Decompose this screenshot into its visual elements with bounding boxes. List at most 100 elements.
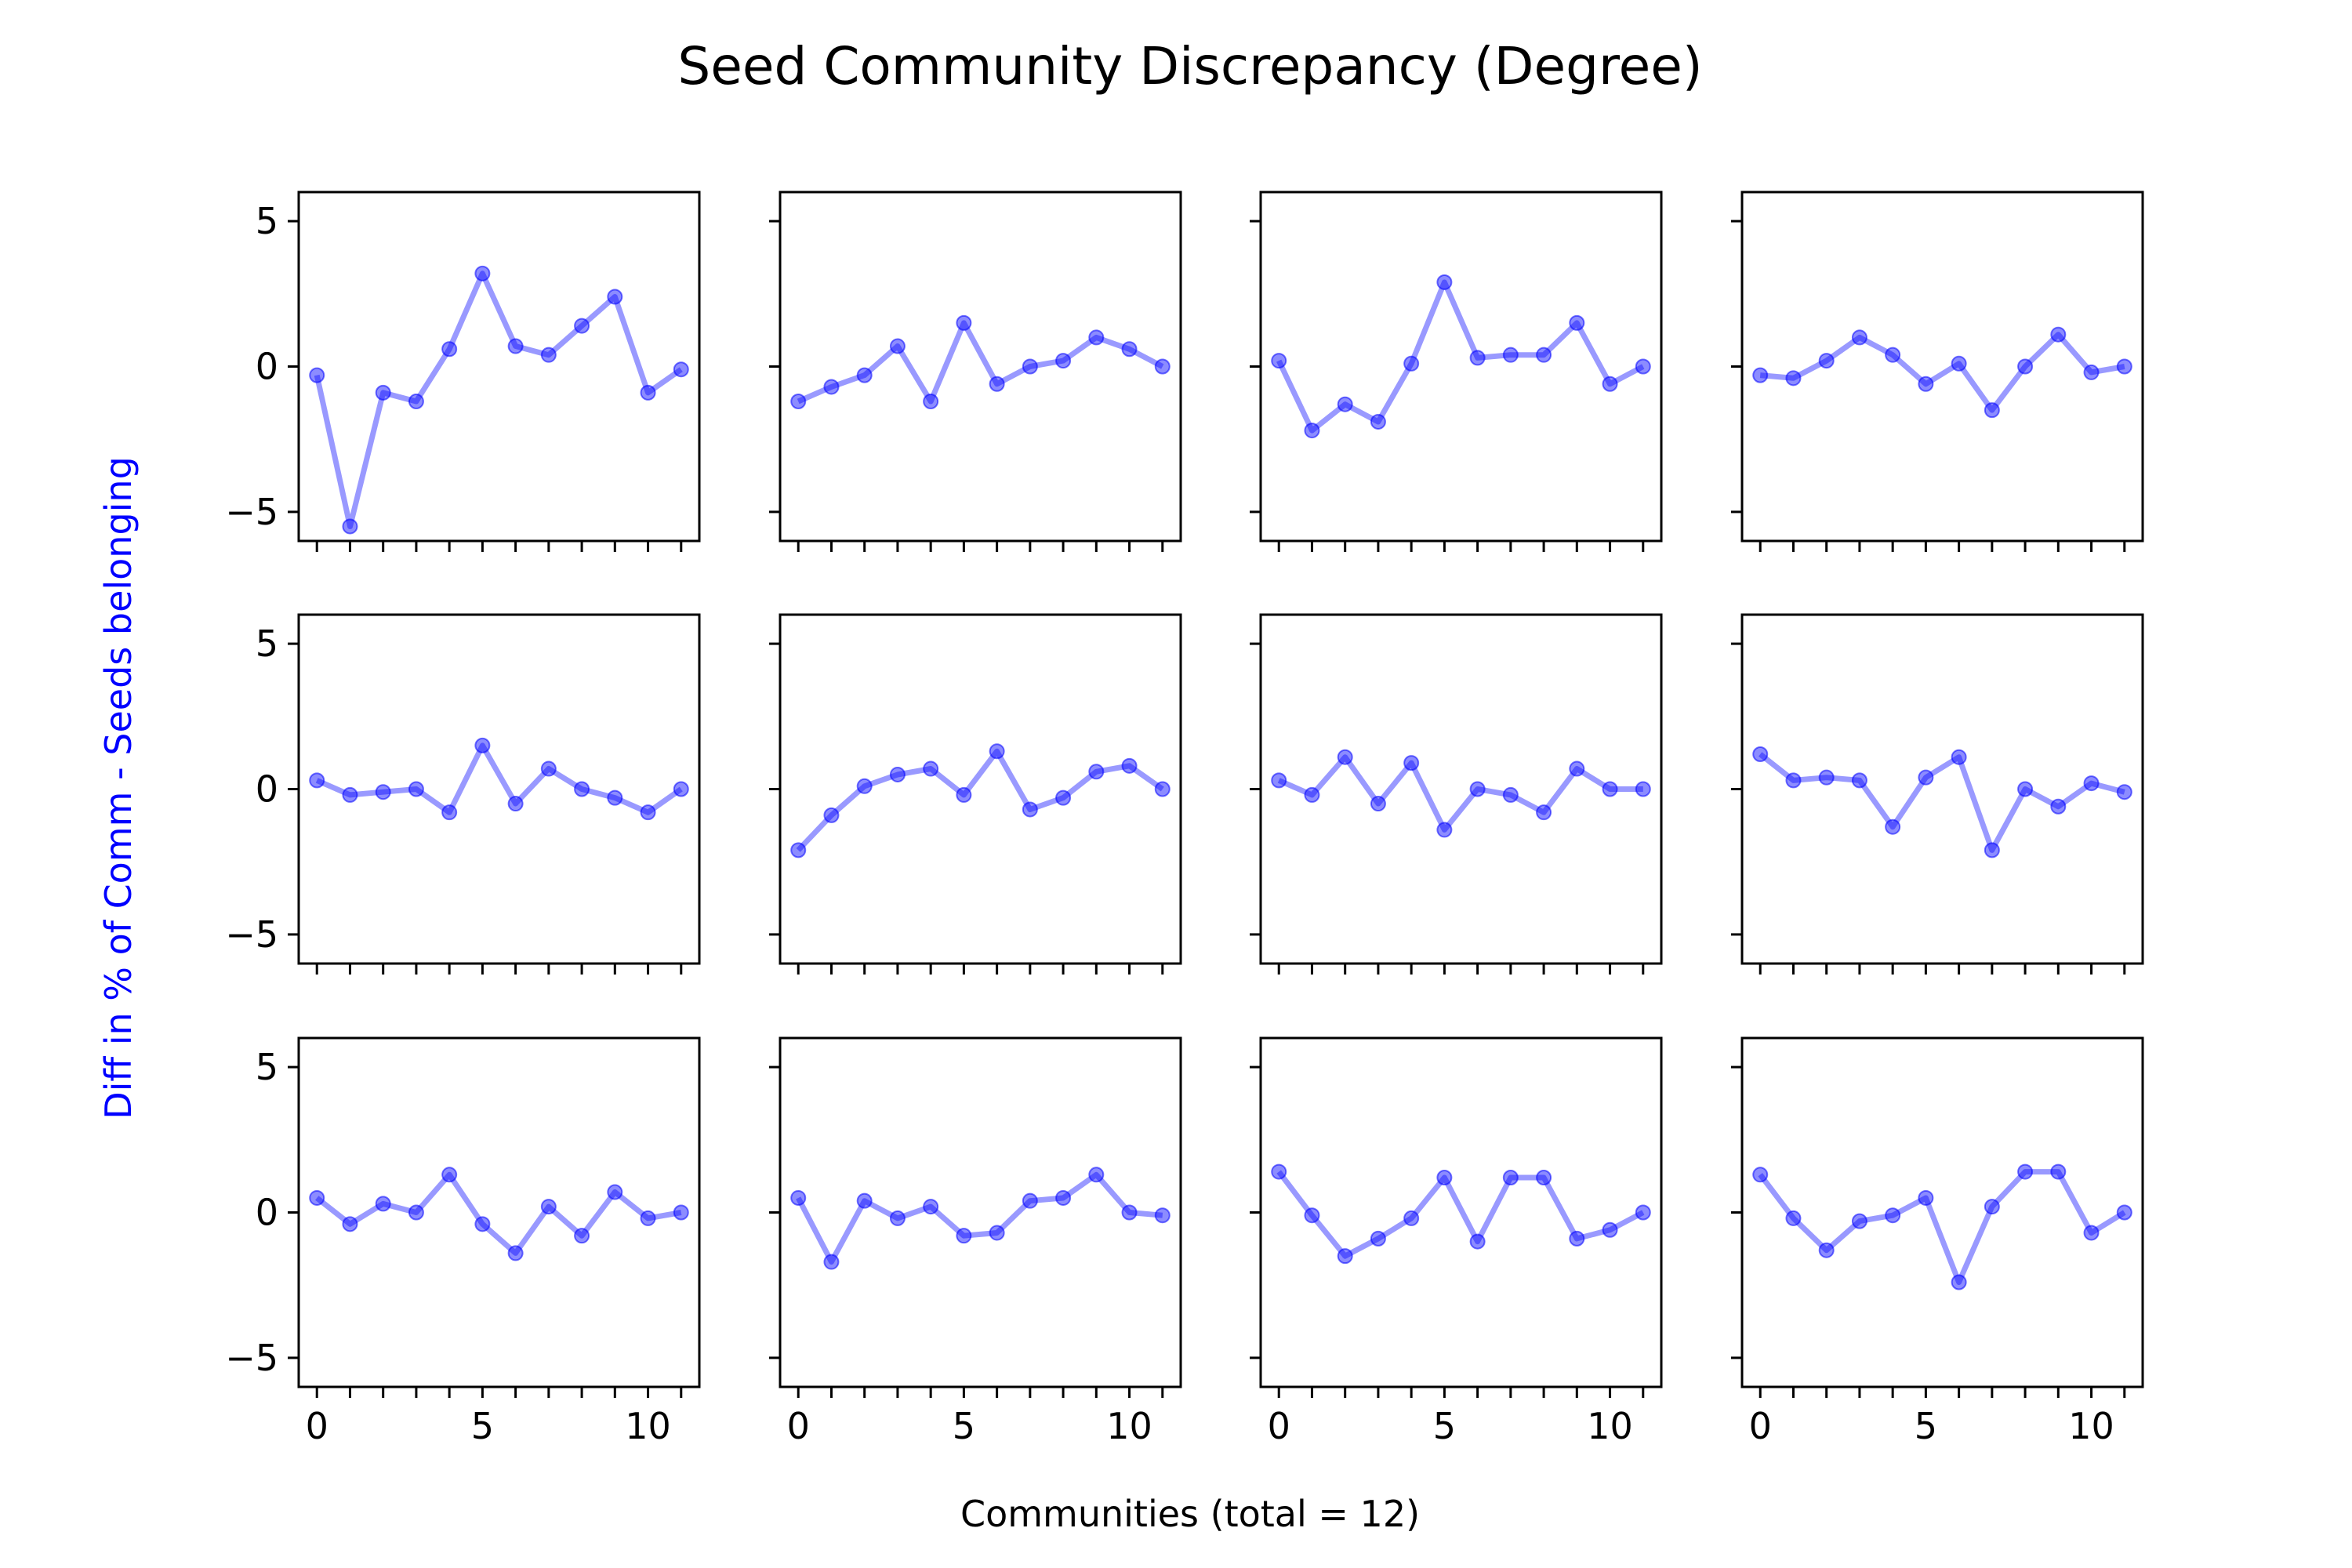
data-point <box>823 1254 840 1270</box>
data-point <box>2050 798 2067 815</box>
data-point <box>574 1228 590 1244</box>
series-line <box>797 320 1164 405</box>
data-point <box>1403 755 1420 771</box>
data-point <box>1851 772 1867 789</box>
data-point <box>1984 1199 2000 1215</box>
data-point <box>1635 781 1651 797</box>
x-tick-label: 0 <box>1749 1405 1772 1447</box>
data-point <box>1271 1163 1287 1180</box>
data-point <box>1154 358 1171 375</box>
data-point <box>507 796 524 812</box>
data-point <box>1818 1242 1835 1258</box>
data-point <box>1502 786 1519 803</box>
data-point <box>1536 804 1552 821</box>
data-point <box>1271 353 1287 369</box>
data-point <box>540 347 557 363</box>
data-point <box>1885 1207 1901 1224</box>
axes-frame <box>779 613 1182 965</box>
data-point <box>1304 423 1320 439</box>
data-point <box>1436 274 1453 290</box>
data-point <box>1818 353 1835 369</box>
data-point <box>1918 1189 1934 1206</box>
data-point <box>607 289 623 305</box>
data-point <box>2050 1163 2067 1180</box>
data-point <box>1088 764 1105 780</box>
subplot-grid: 5 0 −5 5 0 −5 5 0 −5 0 5 10 0 5 10 0 5 10 0 5 10 <box>225 191 2144 1447</box>
subplot-10: 0 5 10 <box>769 1036 1182 1447</box>
data-point <box>309 1189 325 1206</box>
data-point <box>375 384 391 401</box>
data-point <box>673 1204 689 1221</box>
axes-frame <box>779 191 1182 543</box>
data-point <box>790 842 807 858</box>
data-point <box>673 781 689 797</box>
data-point <box>1022 801 1038 818</box>
x-tick-label: 5 <box>1915 1405 1937 1447</box>
data-point <box>823 379 840 395</box>
x-tick-label: 5 <box>471 1405 494 1447</box>
data-point <box>856 1192 873 1209</box>
data-point <box>1121 341 1138 358</box>
data-point <box>989 1225 1005 1241</box>
data-point <box>474 265 491 281</box>
data-point <box>889 1210 906 1226</box>
data-point <box>1885 347 1901 363</box>
data-point <box>441 341 458 358</box>
data-point <box>640 1210 656 1226</box>
data-point <box>1569 314 1585 331</box>
data-point <box>540 1199 557 1215</box>
y-tick-label: 0 <box>256 768 278 811</box>
series-line <box>314 270 683 529</box>
x-tick-label: 10 <box>1587 1405 1633 1447</box>
data-point <box>1752 367 1769 383</box>
data-point <box>956 786 972 803</box>
data-point <box>856 778 873 794</box>
data-point <box>507 338 524 354</box>
series-line <box>1276 1170 1645 1259</box>
data-point <box>1337 1248 1353 1265</box>
data-point <box>1785 1210 1802 1226</box>
data-point <box>342 518 358 535</box>
data-point <box>1635 358 1651 375</box>
data-point <box>1918 769 1934 786</box>
data-point <box>1951 1274 1967 1290</box>
axes-frame <box>297 1036 701 1388</box>
data-point <box>1154 781 1171 797</box>
subplot-8 <box>1731 613 2144 975</box>
data-point <box>856 367 873 383</box>
data-point <box>889 766 906 782</box>
x-tick-label: 10 <box>2068 1405 2114 1447</box>
x-tick-label: 10 <box>625 1405 671 1447</box>
data-point <box>923 394 939 409</box>
data-point <box>441 804 458 821</box>
data-point <box>1918 376 1934 392</box>
chart-title: Seed Community Discrepancy (Degree) <box>677 36 1702 96</box>
data-point <box>923 760 939 777</box>
data-point <box>540 760 557 777</box>
subplot-2 <box>769 191 1182 552</box>
data-point <box>2116 1204 2132 1221</box>
data-point <box>2050 326 2067 343</box>
data-point <box>342 786 358 803</box>
x-tick-label: 10 <box>1106 1405 1152 1447</box>
data-point <box>640 804 656 821</box>
data-point <box>1569 1230 1585 1247</box>
data-point <box>989 743 1005 760</box>
axes-frame <box>1740 613 2144 965</box>
data-point <box>1602 1221 1618 1238</box>
data-point <box>474 1216 491 1232</box>
data-point <box>1403 355 1420 372</box>
data-point <box>2083 1225 2100 1241</box>
data-point <box>474 737 491 753</box>
axes-frame <box>1259 191 1663 543</box>
y-tick-label: 5 <box>256 622 278 665</box>
y-tick-label: 5 <box>256 1046 278 1088</box>
data-point <box>1785 772 1802 789</box>
data-point <box>1022 1192 1038 1209</box>
data-point <box>1536 1170 1552 1185</box>
data-point <box>2017 1163 2034 1180</box>
data-point <box>1785 370 1802 387</box>
series-line <box>1759 332 2125 413</box>
data-point <box>1337 749 1353 765</box>
